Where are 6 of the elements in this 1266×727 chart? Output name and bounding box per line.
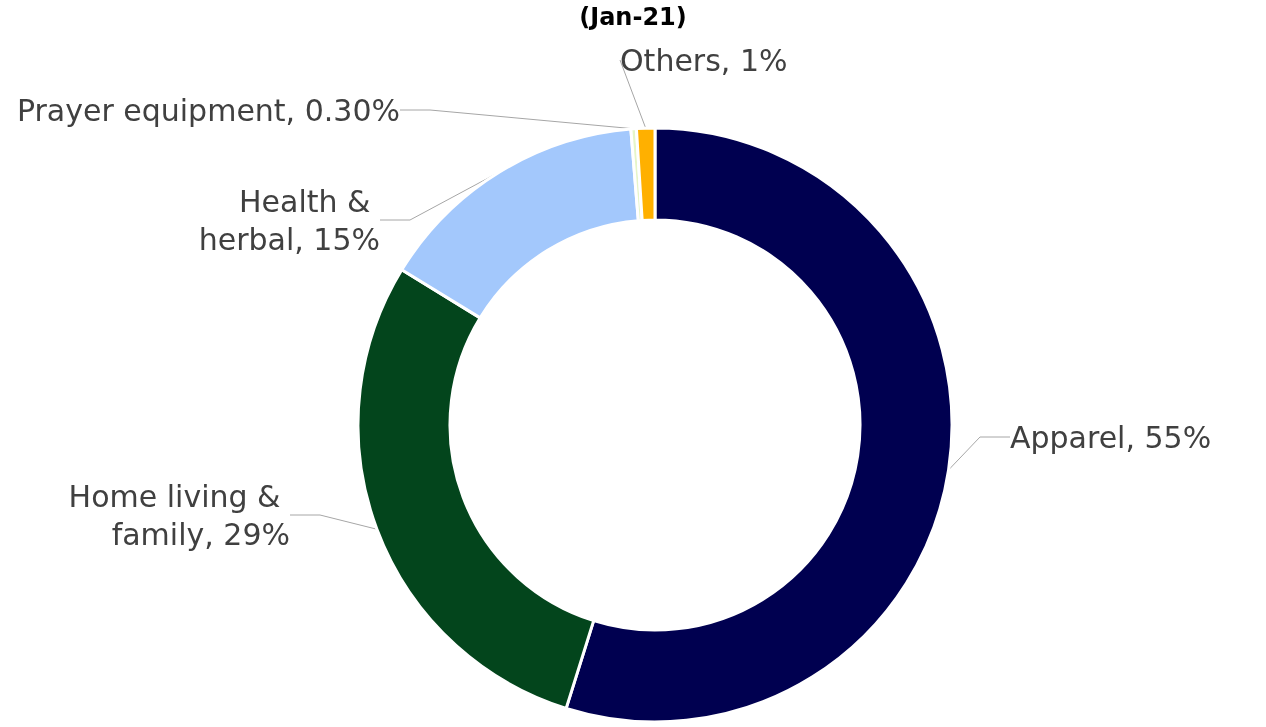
slice-label: Prayer equipment, 0.30% <box>16 92 400 128</box>
slice-label: Apparel, 55% <box>1010 419 1212 455</box>
chart-title: (Jan-21) <box>579 3 687 31</box>
slice-label: Health & herbal, 15% <box>198 183 380 257</box>
slice-label: Home living & family, 29% <box>68 478 290 552</box>
slice-label: Others, 1% <box>620 42 788 78</box>
